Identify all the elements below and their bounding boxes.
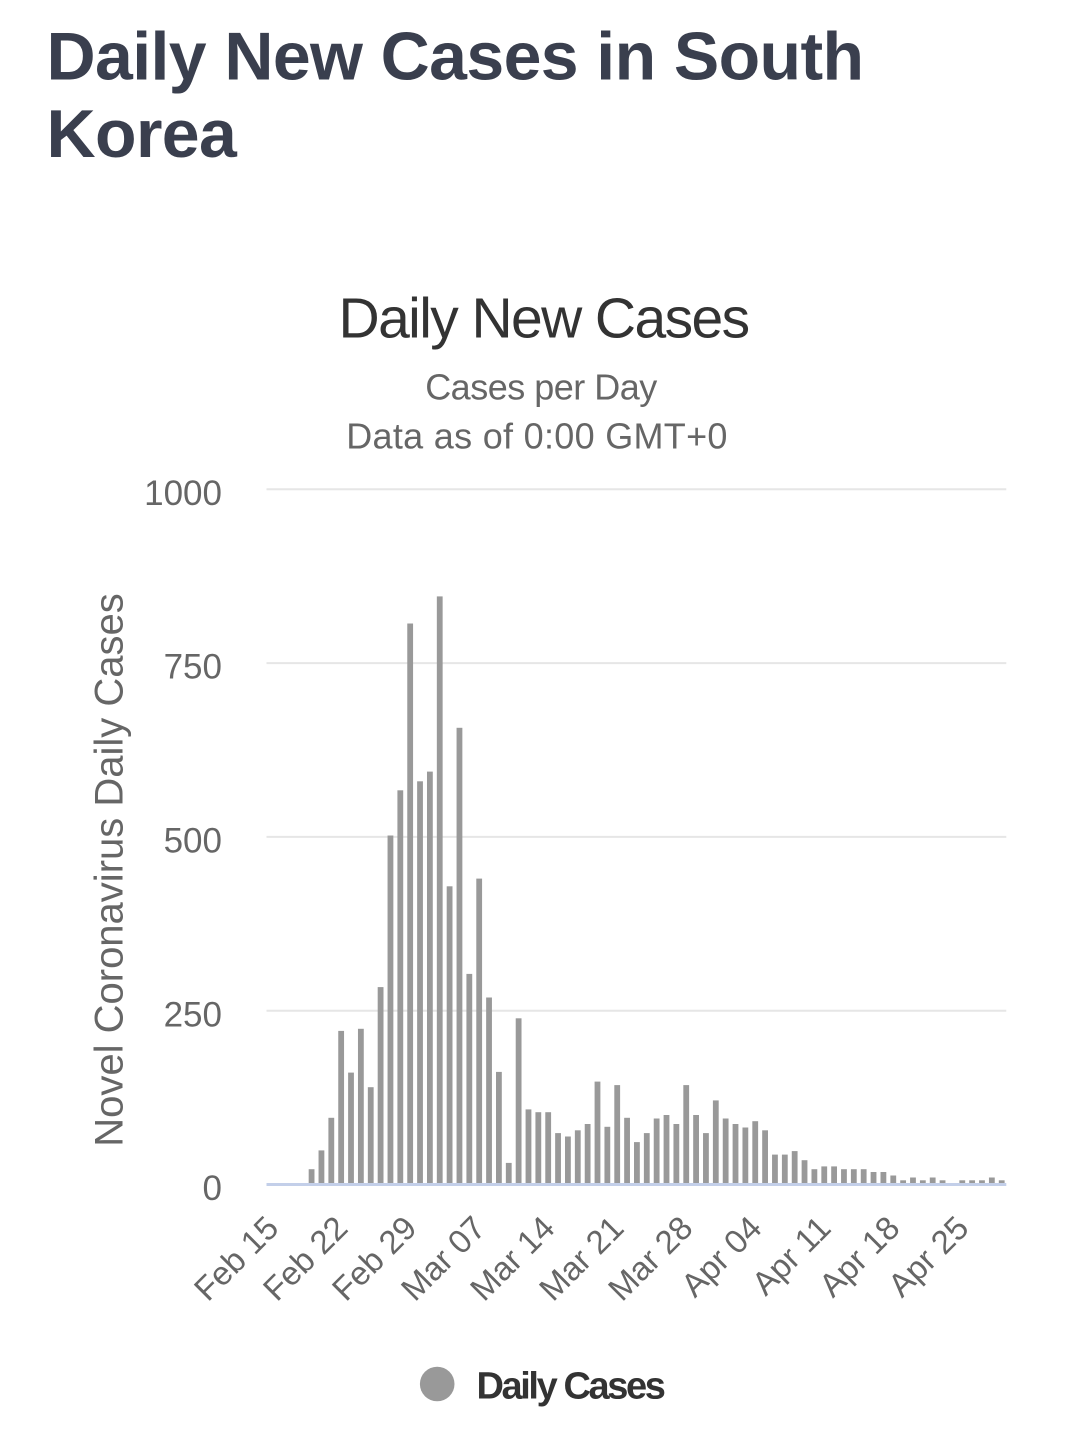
svg-text:Daily New Cases in South: Daily New Cases in South	[47, 19, 864, 95]
svg-text:Data as of 0:00 GMT+0: Data as of 0:00 GMT+0	[346, 416, 728, 457]
svg-text:Novel Coronavirus Daily Cases: Novel Coronavirus Daily Cases	[88, 593, 132, 1147]
svg-text:250: 250	[164, 995, 222, 1034]
svg-text:0: 0	[203, 1169, 222, 1208]
svg-text:750: 750	[164, 648, 222, 687]
svg-text:Daily New Cases: Daily New Cases	[339, 287, 749, 351]
svg-text:Daily Cases: Daily Cases	[477, 1366, 665, 1408]
svg-text:1000: 1000	[144, 474, 222, 513]
svg-text:Cases per Day: Cases per Day	[425, 367, 657, 408]
svg-text:500: 500	[164, 822, 222, 861]
svg-text:Korea: Korea	[47, 96, 239, 172]
